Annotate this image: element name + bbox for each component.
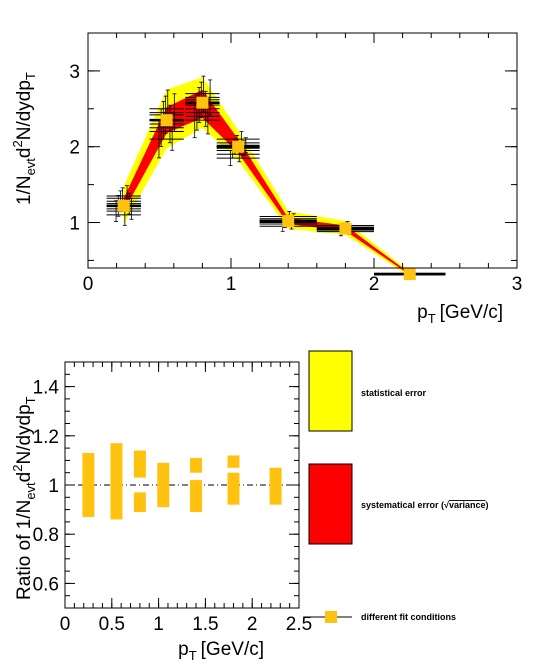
ratio-x-tick-label: 2 bbox=[247, 614, 258, 635]
ratio-x-tick-label: 0.5 bbox=[99, 614, 125, 635]
ratio-x-tick-label: 1 bbox=[153, 614, 164, 635]
ratio-bar-upper bbox=[190, 457, 203, 473]
fit-variations bbox=[106, 75, 446, 277]
ratio-y-tick-label: 1.4 bbox=[33, 378, 60, 399]
ratio-bar-upper bbox=[133, 450, 146, 478]
ratio-x-tick-label: 2.5 bbox=[286, 614, 312, 635]
data-point-marker bbox=[160, 114, 173, 127]
ratio-x-axis-label: pT [GeV/c] bbox=[178, 639, 264, 663]
x-tick-label: 0 bbox=[83, 274, 94, 295]
legend-label-fit: different fit conditions bbox=[361, 612, 456, 622]
ratio-bar-lower bbox=[227, 472, 240, 505]
ratio-bar bbox=[110, 443, 123, 520]
ratio-bar-lower bbox=[190, 480, 203, 513]
y-tick-label: 1 bbox=[69, 214, 80, 235]
x-tick-label: 3 bbox=[512, 274, 523, 295]
data-point-marker bbox=[282, 215, 295, 227]
ratio-bar-lower bbox=[133, 492, 146, 513]
legend: statistical error systematical error (√v… bbox=[308, 350, 489, 623]
data-point-marker bbox=[403, 268, 416, 281]
axes: 0 1 2 3 1 2 3 bbox=[69, 32, 523, 295]
statistical-error-band bbox=[123, 76, 410, 277]
ratio-axes: 0 0.5 1 1.5 2 2.5 0.6 0.8 1 1.2 1.4 bbox=[33, 361, 312, 635]
legend-swatch-systematic bbox=[308, 463, 353, 545]
data-point-marker bbox=[196, 96, 209, 109]
legend-label-statistical: statistical error bbox=[361, 388, 427, 398]
ratio-x-tick-label: 1.5 bbox=[192, 614, 218, 635]
ratio-bar-upper bbox=[227, 455, 240, 468]
legend-label-systematic: systematical error (√variance) bbox=[361, 500, 489, 510]
ratio-y-axis-label: Ratio of 1/Nevtd2N/dydpT bbox=[10, 396, 38, 600]
data-point-marker bbox=[339, 222, 352, 235]
legend-marker-fit bbox=[325, 611, 337, 623]
y-axis-label: 1/Nevtd2N/dydpT bbox=[10, 72, 38, 205]
x-axis-label: pT [GeV/c] bbox=[417, 302, 503, 326]
y-tick-label: 2 bbox=[69, 138, 80, 159]
ratio-x-tick-label: 0 bbox=[60, 614, 71, 635]
ratio-bar bbox=[82, 453, 95, 517]
ratio-bar bbox=[157, 462, 170, 508]
spectrum-panel: 0 1 2 3 1 2 3 pT [GeV/c] 1/Nevtd2N/dydpT bbox=[10, 32, 523, 326]
ratio-panel: 0 0.5 1 1.5 2 2.5 0.6 0.8 1 1.2 1.4 pT [GeV/c] Rati… bbox=[10, 361, 312, 663]
stat-band-area bbox=[123, 76, 410, 277]
x-tick-label: 1 bbox=[226, 274, 237, 295]
ratio-y-tick-label: 1 bbox=[48, 476, 59, 497]
ratio-bar bbox=[269, 467, 282, 505]
legend-swatch-statistical bbox=[308, 350, 353, 432]
y-tick-label: 3 bbox=[69, 62, 80, 83]
data-point-marker bbox=[117, 199, 130, 212]
ratio-y-tick-label: 0.8 bbox=[33, 525, 59, 546]
ratio-bars bbox=[82, 443, 282, 520]
x-tick-label: 2 bbox=[369, 274, 380, 295]
data-point-marker bbox=[232, 140, 245, 153]
ratio-y-tick-label: 1.2 bbox=[33, 427, 59, 448]
data-points bbox=[106, 96, 446, 281]
ratio-y-tick-label: 0.6 bbox=[33, 574, 59, 595]
plot-frame bbox=[87, 32, 518, 269]
